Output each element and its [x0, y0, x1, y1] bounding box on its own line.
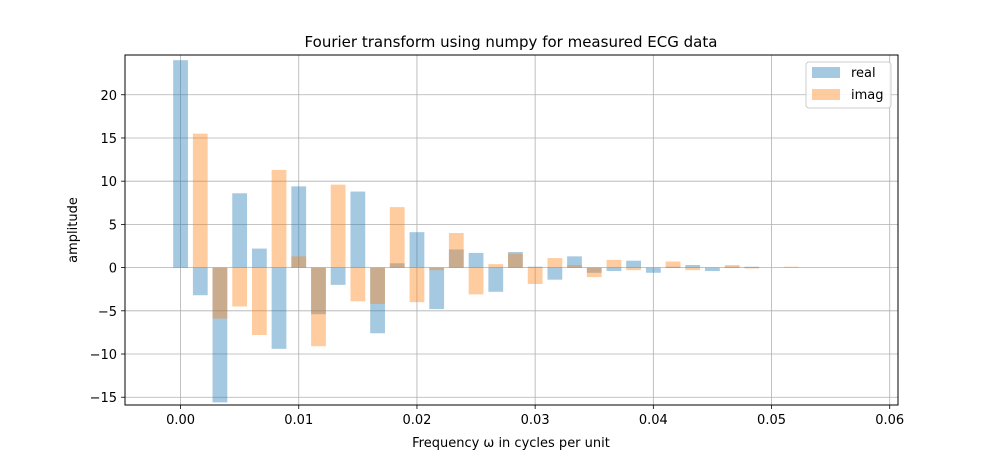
- bar-real: [488, 267, 504, 292]
- bar-real: [744, 266, 760, 268]
- bar-imag: [409, 267, 425, 303]
- bar-imag: [192, 133, 208, 268]
- x-tick-label: 0.01: [284, 413, 313, 428]
- y-tick-label: 10: [100, 175, 117, 190]
- bar-real: [724, 266, 740, 268]
- bar-imag: [252, 267, 267, 335]
- legend-swatch-real: [812, 67, 840, 78]
- bar-imag: [744, 267, 760, 269]
- bar-imag: [527, 267, 543, 285]
- x-tick-label: 0.00: [166, 413, 195, 428]
- bar-imag: [626, 267, 641, 271]
- y-tick-label: 5: [109, 218, 117, 233]
- bar-real: [192, 267, 208, 296]
- bar-imag: [665, 261, 681, 268]
- bar-imag: [783, 266, 799, 268]
- x-tick-label: 0.02: [402, 413, 431, 428]
- bar-imag: [212, 267, 228, 319]
- bar-real: [389, 263, 405, 268]
- legend: real imag: [805, 61, 892, 109]
- bar-real: [252, 248, 267, 268]
- x-axis-label: Frequency ω in cycles per unit: [412, 436, 610, 451]
- bar-imag: [350, 267, 366, 302]
- legend-frame: [805, 61, 892, 109]
- bar-imag: [370, 267, 385, 304]
- y-tick-label: −5: [98, 305, 117, 320]
- x-tick-label: 0.04: [639, 413, 668, 428]
- bar-real: [271, 267, 287, 349]
- y-tick-label: 0: [109, 262, 117, 277]
- bar-real: [567, 256, 582, 268]
- bar-real: [311, 267, 326, 315]
- bar-real: [705, 267, 720, 272]
- x-tick-label: 0.06: [875, 413, 904, 428]
- bar-imag: [567, 265, 582, 268]
- bar-real: [468, 252, 484, 268]
- bar-real: [232, 193, 248, 268]
- grid: [125, 55, 898, 405]
- bar-imag: [271, 169, 287, 268]
- bar-real: [370, 267, 385, 334]
- bar-real: [527, 266, 543, 268]
- legend-label-imag: imag: [851, 88, 884, 103]
- bar-real: [626, 260, 641, 268]
- y-tick-label: −10: [90, 348, 117, 363]
- bar-real: [291, 186, 307, 268]
- x-tick-label: 0.03: [521, 413, 550, 428]
- bar-real: [448, 249, 464, 268]
- bar-imag: [547, 258, 563, 268]
- bar-imag: [311, 267, 326, 347]
- bar-imag: [508, 253, 523, 268]
- x-tick-label: 0.05: [757, 413, 786, 428]
- bar-imag: [429, 267, 445, 271]
- bar-real: [685, 265, 701, 268]
- bar-real: [508, 252, 523, 268]
- bar-real: [173, 60, 188, 268]
- ticks: 0.00 0.01 0.02 0.03 0.04 0.05 0.06 −15 −10 −5 0 5 10…: [90, 89, 905, 428]
- bar-imag: [685, 267, 701, 271]
- bar-real: [606, 267, 622, 272]
- bar-imag: [330, 184, 346, 268]
- bar-real: [212, 267, 228, 403]
- bar-imag: [389, 207, 405, 268]
- bar-imag: [606, 259, 622, 268]
- y-tick-label: −15: [90, 391, 117, 406]
- legend-swatch-imag: [812, 89, 840, 100]
- plot-frame: [124, 54, 899, 406]
- y-axis-label: amplitude: [66, 197, 81, 263]
- bar-real: [409, 232, 425, 268]
- bar-imag: [468, 267, 484, 295]
- bar-imag: [724, 265, 740, 268]
- bar-imag: [232, 267, 248, 307]
- bar-imag: [448, 233, 464, 268]
- bar-imag: [488, 264, 504, 268]
- chart-title: Fourier transform using numpy for measur…: [305, 33, 718, 51]
- bar-real: [586, 267, 602, 273]
- legend-label-real: real: [851, 66, 876, 81]
- bar-imag: [586, 267, 602, 278]
- bar-real: [350, 191, 366, 268]
- y-tick-label: 20: [100, 89, 117, 104]
- bar-real: [665, 266, 681, 268]
- bar-real: [330, 267, 346, 285]
- bars: [173, 60, 799, 403]
- bar-real: [429, 267, 445, 310]
- bar-real: [645, 267, 661, 273]
- bar-real: [547, 267, 563, 280]
- y-tick-label: 15: [100, 132, 117, 147]
- bar-imag: [291, 256, 307, 268]
